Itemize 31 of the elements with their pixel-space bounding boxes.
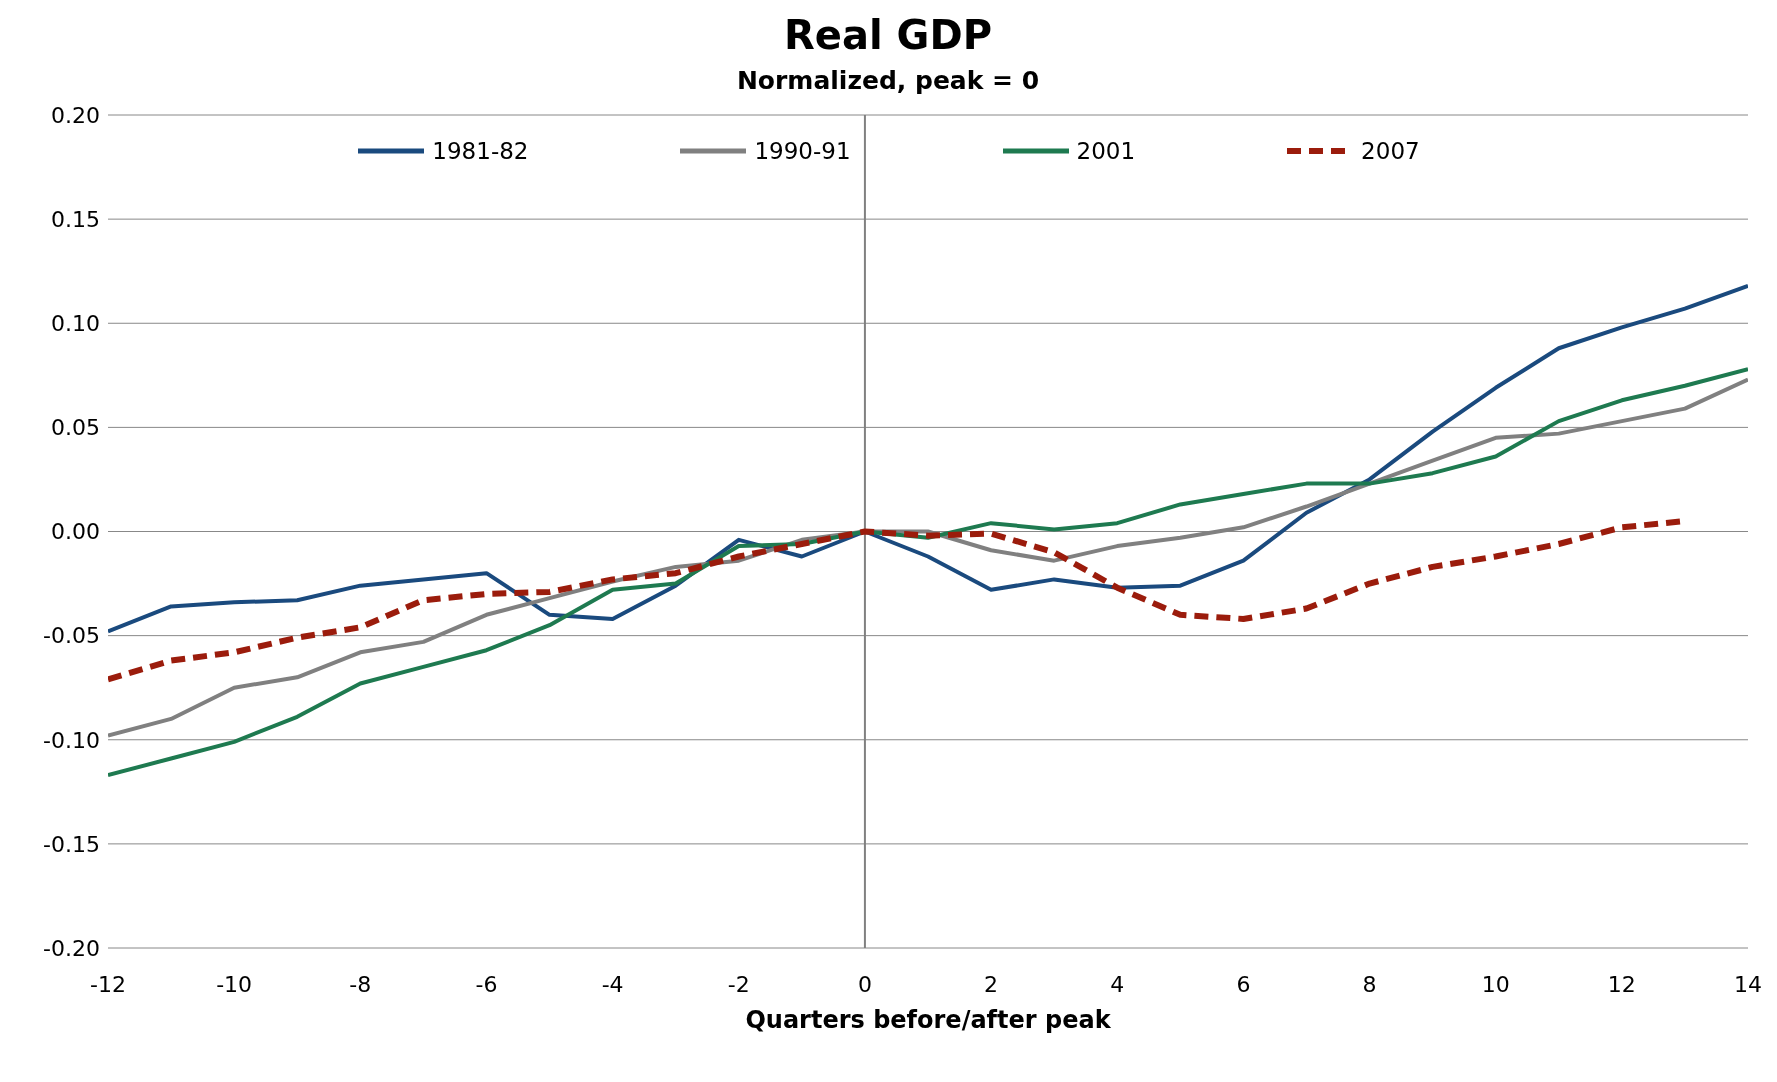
- legend-label: 1981-82: [432, 138, 529, 164]
- x-tick-label: 0: [857, 971, 872, 997]
- chart-title: Real GDP: [783, 12, 993, 58]
- chart-subtitle: Normalized, peak = 0: [735, 66, 1041, 95]
- y-tick-label: -0.05: [43, 623, 100, 649]
- y-tick-label: -0.20: [43, 935, 100, 961]
- x-tick-label: 12: [1607, 971, 1636, 997]
- line-series: [108, 283, 1748, 634]
- y-tick-label: -0.10: [43, 727, 100, 753]
- legend-label: 1990-91: [754, 138, 851, 164]
- x-tick-label: 14: [1734, 971, 1762, 997]
- y-tick-label: 0.00: [51, 519, 100, 545]
- y-tick-label: -0.15: [43, 831, 100, 857]
- x-tick-label: -2: [727, 971, 750, 997]
- x-tick-label: -12: [90, 971, 126, 997]
- y-tick-label: 0.15: [51, 206, 100, 232]
- x-tick-label: -4: [601, 971, 624, 997]
- y-tick-label: 0.10: [51, 311, 100, 337]
- x-tick-label: 10: [1481, 971, 1510, 997]
- legend-label: 2001: [1076, 138, 1136, 164]
- legend-label: 2007: [1361, 138, 1420, 164]
- y-tick-label: 0.05: [51, 415, 100, 441]
- x-axis-title: Quarters before/after peak: [745, 1006, 1112, 1034]
- x-tick-label: 4: [1110, 971, 1125, 997]
- x-tick-label: -8: [349, 971, 372, 997]
- y-tick-label: 0.20: [51, 102, 100, 128]
- x-tick-label: 6: [1236, 971, 1251, 997]
- x-tick-label: -10: [216, 971, 253, 997]
- x-tick-label: 8: [1362, 971, 1377, 997]
- x-tick-label: 2: [984, 971, 999, 997]
- x-tick-label: -6: [475, 971, 498, 997]
